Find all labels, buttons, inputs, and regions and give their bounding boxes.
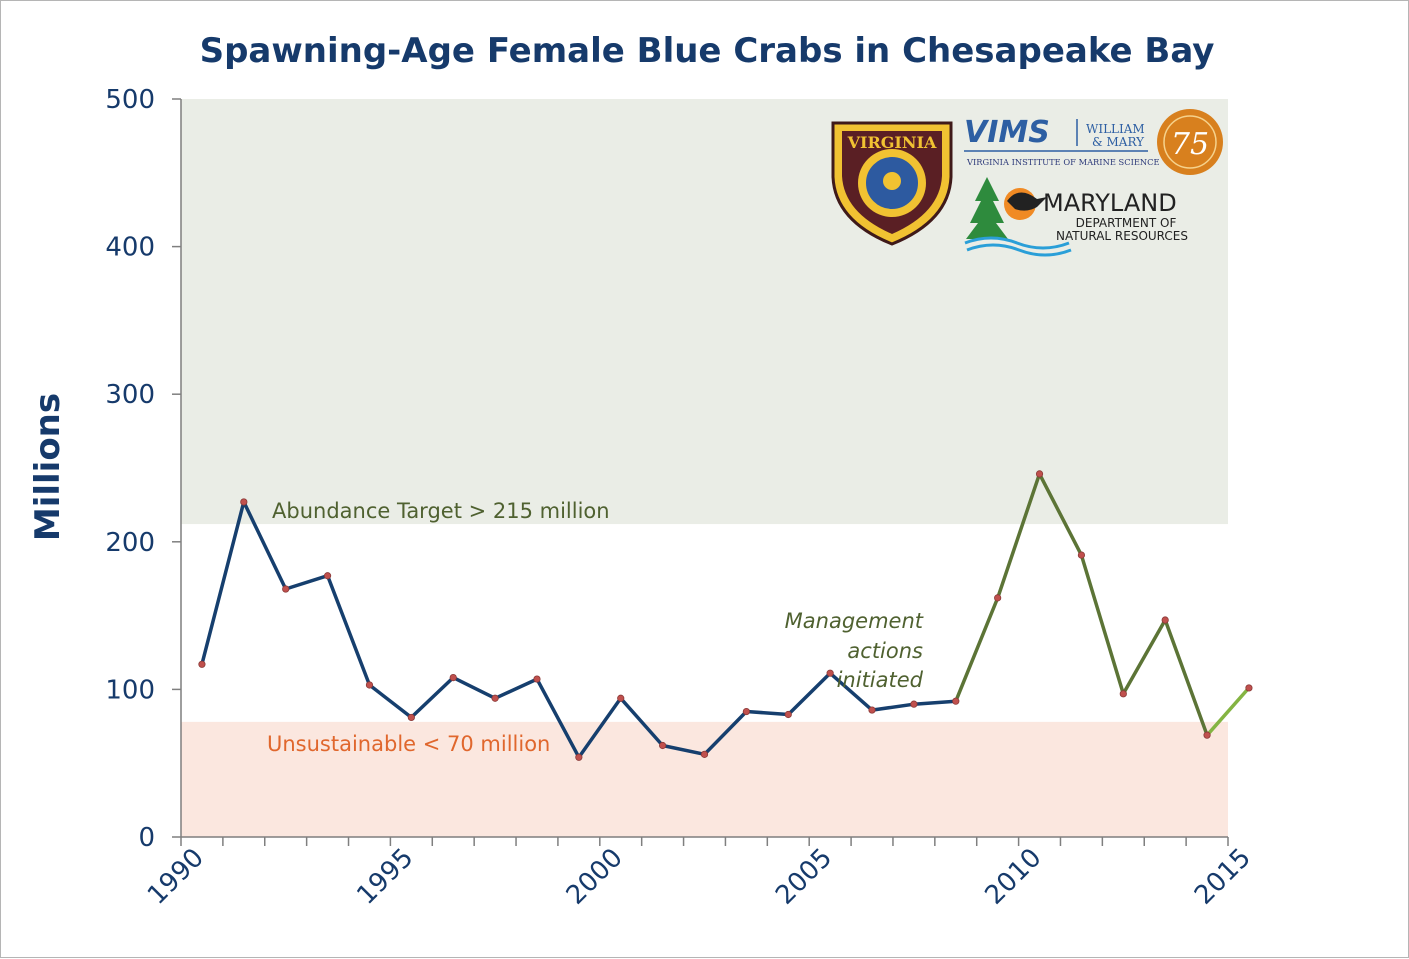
data-point xyxy=(784,710,792,719)
vims-logo: VIMS WILLIAM & MARY VIRGINIA INSTITUTE O… xyxy=(964,109,1223,175)
data-point xyxy=(1245,684,1253,692)
abundance-target-label: Abundance Target > 215 million xyxy=(272,499,610,523)
unsustainable-label: Unsustainable < 70 million xyxy=(267,732,550,756)
data-point xyxy=(449,673,457,682)
y-tick-label: 400 xyxy=(105,233,155,263)
series-segment-last xyxy=(1205,686,1251,737)
series-line xyxy=(198,470,1253,761)
y-tick-label: 500 xyxy=(105,85,155,115)
data-point xyxy=(365,681,374,689)
maryland-line-2: NATURAL RESOURCES xyxy=(1056,229,1188,243)
data-point xyxy=(742,707,750,716)
data-point xyxy=(407,713,415,722)
x-tick-label: 2010 xyxy=(980,843,1048,911)
vims-mary: & MARY xyxy=(1092,135,1145,149)
data-point xyxy=(617,694,625,702)
vims-william: WILLIAM xyxy=(1086,122,1145,136)
data-point xyxy=(575,753,583,761)
data-point xyxy=(491,694,499,702)
x-tick-label: 1995 xyxy=(351,843,419,911)
annotation-line-1: Management xyxy=(785,609,924,633)
data-point xyxy=(1119,690,1127,698)
data-point xyxy=(282,585,290,593)
y-tick-label: 200 xyxy=(105,528,155,558)
data-point xyxy=(198,660,206,668)
data-point xyxy=(700,750,709,758)
vims-subtitle: VIRGINIA INSTITUTE OF MARINE SCIENCE xyxy=(966,157,1160,167)
data-point xyxy=(533,675,541,683)
data-point xyxy=(1035,470,1044,478)
maryland-line-1: DEPARTMENT OF xyxy=(1076,216,1177,230)
chart-title: Spawning-Age Female Blue Crabs in Chesap… xyxy=(200,31,1215,71)
y-tick-label: 300 xyxy=(105,380,155,410)
bands: Abundance Target > 215 million Unsustaina… xyxy=(181,99,1228,837)
x-tick-label: 2015 xyxy=(1189,843,1257,911)
y-tick-label: 0 xyxy=(138,823,155,853)
data-point xyxy=(1077,551,1086,559)
partner-logos: VIRGINIA VIMS WILLIAM & MARY VIRGINIA IN… xyxy=(831,109,1223,257)
data-point xyxy=(240,498,248,506)
data-point xyxy=(659,741,667,750)
management-annotation: Management actions initiated xyxy=(785,609,924,692)
x-tick-label: 2005 xyxy=(770,843,838,911)
data-point xyxy=(994,594,1002,602)
vmrc-name: VIRGINIA xyxy=(847,133,937,152)
data-point xyxy=(1161,616,1169,624)
maryland-dnr-logo: MARYLAND DEPARTMENT OF NATURAL RESOURCES xyxy=(964,177,1188,257)
data-point xyxy=(910,700,918,708)
data-point xyxy=(952,697,960,705)
vmrc-shield-logo: VIRGINIA xyxy=(831,121,953,246)
y-axis-label: Millions xyxy=(28,393,68,541)
data-point xyxy=(323,572,332,580)
vims-75: 75 xyxy=(1171,127,1209,162)
data-point xyxy=(868,706,876,714)
unsustainable-band xyxy=(181,721,1228,837)
y-tick-label: 100 xyxy=(105,675,155,705)
data-point xyxy=(826,669,834,677)
vims-mark: VIMS xyxy=(964,115,1050,150)
data-point xyxy=(1203,731,1211,739)
annotation-line-2: actions xyxy=(847,639,923,663)
annotation-line-3: initiated xyxy=(837,668,924,692)
x-tick-label: 2000 xyxy=(561,843,629,911)
abundance-target-band xyxy=(181,99,1228,525)
maryland-name: MARYLAND xyxy=(1043,189,1177,217)
